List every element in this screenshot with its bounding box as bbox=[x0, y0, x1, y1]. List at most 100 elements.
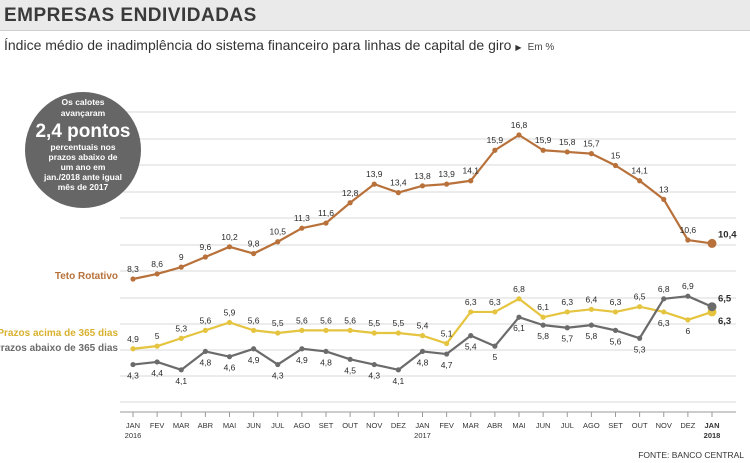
teto-data-label: 10,4 bbox=[718, 229, 737, 240]
x-tick-label: FEV bbox=[439, 421, 454, 430]
x-tick-label: JUL bbox=[271, 421, 284, 430]
x-tick-label: DEZ bbox=[391, 421, 406, 430]
prazos-abaixo-point bbox=[492, 343, 498, 349]
x-tick-label: JUN bbox=[246, 421, 261, 430]
teto-rotativo-point bbox=[516, 132, 522, 138]
prazos-acima-point bbox=[371, 330, 377, 336]
prazos-abaixo-point bbox=[661, 296, 667, 302]
x-tick-label: DEZ bbox=[680, 421, 695, 430]
abaixo-data-label: 6,1 bbox=[513, 323, 525, 333]
acima-data-label: 6,1 bbox=[537, 302, 549, 312]
prazos-acima-point bbox=[419, 333, 426, 339]
abaixo-data-label: 4,3 bbox=[368, 371, 380, 381]
acima-data-label: 5,9 bbox=[224, 307, 236, 317]
teto-rotativo-point bbox=[661, 196, 667, 202]
teto-data-label: 14,1 bbox=[631, 166, 648, 176]
abaixo-data-label: 4,8 bbox=[199, 357, 211, 367]
prazos-acima-point bbox=[444, 340, 450, 347]
abaixo-data-label: 4,9 bbox=[248, 355, 260, 365]
x-tick-label: OUT bbox=[632, 421, 648, 430]
legend-prazos-abaixo: Prazos abaixo de 365 dias bbox=[0, 343, 118, 354]
teto-rotativo-point bbox=[540, 147, 546, 153]
abaixo-data-label: 5,4 bbox=[465, 342, 477, 352]
acima-data-label: 5,6 bbox=[248, 315, 260, 325]
teto-data-label: 12,8 bbox=[342, 188, 359, 198]
abaixo-data-label: 4,9 bbox=[296, 355, 308, 365]
acima-data-label: 5,6 bbox=[296, 315, 308, 325]
x-tick-label: NOV bbox=[366, 421, 382, 430]
prazos-abaixo-point bbox=[444, 351, 450, 357]
prazos-acima-point bbox=[588, 306, 594, 312]
prazos-abaixo-point bbox=[347, 356, 353, 362]
callout-text: jan./2018 ante igual bbox=[43, 172, 122, 182]
acima-data-label: 5,1 bbox=[441, 329, 453, 339]
prazos-acima-point bbox=[299, 327, 305, 333]
chart-subtitle: Índice médio de inadimplência do sistema… bbox=[4, 37, 554, 53]
prazos-abaixo-point bbox=[202, 348, 208, 355]
abaixo-data-label: 6,9 bbox=[682, 281, 694, 291]
prazos-acima-point bbox=[202, 327, 208, 333]
teto-rotativo-point bbox=[468, 178, 474, 184]
teto-data-label: 9,8 bbox=[248, 239, 260, 249]
teto-data-label: 15,7 bbox=[583, 139, 600, 149]
abaixo-data-label: 5,3 bbox=[634, 344, 646, 354]
x-tick-label: MAI bbox=[223, 421, 236, 430]
abaixo-data-label: 6,8 bbox=[658, 284, 670, 294]
callout-text: Os calotes bbox=[62, 97, 105, 107]
acima-data-label: 6,4 bbox=[585, 294, 597, 304]
teto-data-label: 11,6 bbox=[318, 208, 334, 218]
abaixo-data-label: 5,7 bbox=[561, 334, 573, 344]
acima-data-label: 6,3 bbox=[658, 318, 670, 328]
abaixo-data-label: 4,4 bbox=[151, 368, 163, 378]
prazos-acima-point bbox=[130, 346, 136, 352]
prazos-abaixo-point bbox=[395, 367, 401, 373]
teto-rotativo-point bbox=[444, 181, 450, 187]
acima-data-label: 5,4 bbox=[417, 321, 429, 331]
teto-rotativo-point bbox=[130, 276, 136, 282]
teto-data-label: 8,6 bbox=[151, 259, 163, 269]
teto-rotativo-point bbox=[347, 200, 353, 206]
prazos-acima-point bbox=[516, 296, 522, 302]
acima-data-label: 5,6 bbox=[199, 315, 211, 325]
x-tick-label: SET bbox=[608, 421, 623, 430]
prazos-abaixo-point bbox=[516, 314, 522, 320]
x-tick-label: MAI bbox=[512, 421, 525, 430]
teto-data-label: 16,8 bbox=[511, 120, 528, 130]
prazos-abaixo-point bbox=[226, 354, 233, 360]
abaixo-data-label: 5,8 bbox=[585, 331, 597, 341]
subtitle-text: Índice médio de inadimplência do sistema… bbox=[4, 37, 512, 53]
x-tick-label-year: 2016 bbox=[125, 431, 142, 440]
teto-rotativo-point bbox=[612, 162, 619, 169]
prazos-abaixo-point bbox=[564, 325, 570, 331]
teto-data-label: 15 bbox=[611, 150, 621, 160]
teto-data-label: 14,1 bbox=[462, 166, 479, 176]
prazos-acima-point bbox=[661, 309, 667, 315]
abaixo-data-label: 4,6 bbox=[224, 363, 236, 373]
teto-data-label: 15,8 bbox=[559, 137, 576, 147]
play-arrow-icon: ▶ bbox=[515, 43, 522, 52]
callout-text: percentuais nos bbox=[50, 142, 115, 152]
prazos-abaixo-point bbox=[251, 346, 257, 352]
x-tick-label: MAR bbox=[173, 421, 190, 430]
teto-rotativo-point bbox=[299, 225, 305, 231]
prazos-abaixo-point bbox=[419, 348, 426, 355]
teto-rotativo-point bbox=[371, 181, 377, 187]
acima-data-label: 5,6 bbox=[344, 315, 356, 325]
abaixo-data-label: 4,7 bbox=[441, 360, 453, 370]
teto-rotativo-point bbox=[226, 244, 233, 250]
prazos-abaixo-point bbox=[130, 361, 136, 368]
prazos-abaixo-point bbox=[540, 322, 546, 328]
teto-data-label: 10,2 bbox=[221, 232, 238, 242]
prazos-acima-point bbox=[685, 317, 691, 323]
callout-text: avançaram bbox=[61, 108, 106, 118]
teto-rotativo-point bbox=[419, 183, 426, 189]
prazos-abaixo-point bbox=[588, 322, 594, 328]
acima-data-label: 5,5 bbox=[392, 318, 404, 328]
teto-data-label: 10,6 bbox=[680, 225, 697, 235]
teto-rotativo-point bbox=[707, 238, 717, 248]
abaixo-data-label: 5 bbox=[493, 352, 498, 362]
teto-rotativo-point bbox=[178, 264, 184, 270]
abaixo-data-label: 4,8 bbox=[417, 357, 429, 367]
teto-data-label: 13,8 bbox=[414, 171, 431, 181]
teto-data-label: 13,9 bbox=[366, 169, 383, 179]
